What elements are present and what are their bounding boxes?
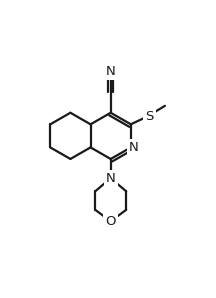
Text: N: N: [129, 141, 139, 154]
Text: N: N: [106, 172, 116, 185]
Text: O: O: [105, 215, 116, 228]
Text: N: N: [106, 65, 116, 78]
Text: S: S: [145, 110, 154, 123]
